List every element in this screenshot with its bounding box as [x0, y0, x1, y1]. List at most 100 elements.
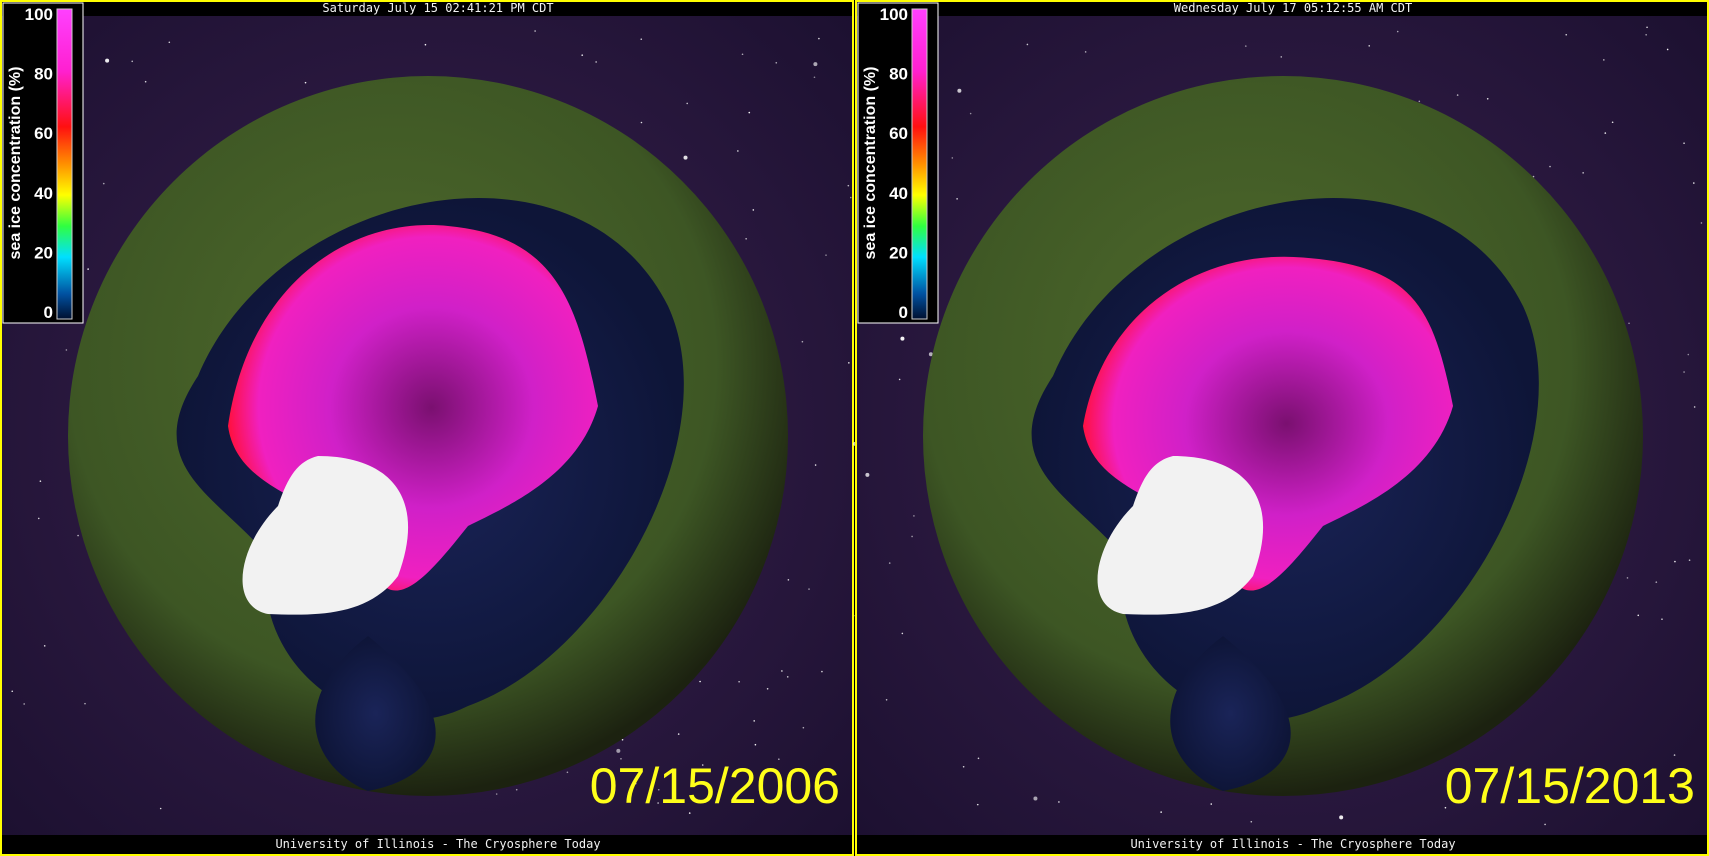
star: [778, 758, 780, 761]
star: [752, 209, 755, 211]
date-label: 07/15/2006: [590, 758, 840, 814]
colorbar-tick-label: 100: [25, 5, 53, 24]
star: [23, 703, 25, 705]
star: [1244, 45, 1247, 47]
star: [515, 788, 518, 791]
star: [885, 698, 888, 701]
greenland: [242, 456, 409, 615]
star: [1565, 33, 1568, 36]
star: [754, 743, 757, 746]
star: [1549, 165, 1551, 168]
star: [1661, 618, 1663, 620]
star: [901, 632, 904, 635]
star: [956, 198, 958, 200]
star: [1582, 172, 1584, 174]
colorbar-tick-label: 0: [899, 303, 908, 322]
star: [1646, 26, 1648, 29]
star: [802, 726, 805, 729]
star: [616, 748, 621, 753]
star: [1339, 815, 1344, 820]
star: [634, 782, 637, 785]
star: [976, 803, 979, 806]
star: [657, 802, 659, 804]
star: [1280, 56, 1283, 58]
star: [11, 690, 14, 693]
star: [424, 43, 427, 46]
star: [849, 196, 852, 199]
star: [1626, 577, 1629, 579]
star: [168, 41, 171, 44]
star: [566, 771, 569, 774]
star: [159, 807, 162, 810]
header-timestamp: Wednesday July 17 05:12:55 AM CDT: [1174, 1, 1412, 15]
star: [1026, 43, 1029, 46]
star: [1058, 801, 1060, 803]
star: [957, 88, 962, 93]
star: [801, 340, 804, 343]
star: [1673, 754, 1676, 756]
colorbar-tick-label: 80: [889, 65, 908, 84]
star: [738, 680, 740, 683]
star: [1160, 811, 1162, 813]
star: [1637, 614, 1640, 617]
colorbar-tick-label: 40: [889, 184, 908, 203]
star: [640, 121, 643, 124]
star: [640, 38, 643, 41]
star: [102, 182, 105, 185]
star: [1604, 132, 1607, 134]
star: [1674, 560, 1676, 563]
star: [677, 733, 680, 735]
star: [1700, 222, 1703, 224]
colorbar-title: sea ice concentration (%): [7, 67, 24, 260]
star: [1544, 823, 1546, 826]
panel-border: [0, 0, 854, 856]
star: [1532, 175, 1535, 178]
colorbar: [56, 8, 73, 320]
star: [1033, 796, 1038, 801]
colorbar-tick-label: 60: [889, 124, 908, 143]
star: [928, 352, 933, 357]
star: [969, 112, 972, 115]
star: [962, 765, 965, 768]
star: [43, 645, 46, 647]
star: [1210, 803, 1213, 805]
star: [808, 588, 810, 590]
star: [977, 757, 980, 760]
header-bar: [0, 0, 854, 16]
star: [737, 150, 739, 152]
footer-bar: [855, 835, 1709, 856]
star: [688, 812, 691, 814]
star: [699, 680, 701, 683]
star: [900, 336, 905, 341]
star: [105, 58, 110, 63]
star: [595, 61, 597, 63]
star: [775, 61, 778, 64]
star: [686, 102, 688, 105]
star: [581, 54, 584, 56]
footer-credit: University of Illinois - The Cryosphere …: [275, 837, 600, 851]
star: [84, 702, 86, 705]
star: [1250, 820, 1253, 823]
star: [304, 81, 307, 84]
atlantic: [315, 636, 436, 791]
star: [1603, 59, 1605, 61]
star: [911, 535, 913, 538]
colorbar-tick-label: 60: [34, 124, 53, 143]
star: [781, 670, 783, 672]
star: [683, 155, 688, 160]
panel: Saturday July 15 02:41:21 PM CDT Universi…: [0, 0, 854, 856]
star: [1655, 581, 1658, 583]
atlantic: [1170, 636, 1291, 791]
colorbar-tick-label: 20: [889, 243, 908, 262]
star: [1683, 371, 1685, 373]
star: [1456, 94, 1459, 96]
star: [766, 687, 769, 690]
panel-border: [855, 0, 1709, 856]
colorbar-tick-label: 80: [34, 65, 53, 84]
colorbar-tick-label: 100: [880, 5, 908, 24]
star: [787, 579, 790, 581]
star: [495, 793, 498, 795]
star: [1628, 322, 1630, 325]
star: [821, 670, 823, 673]
